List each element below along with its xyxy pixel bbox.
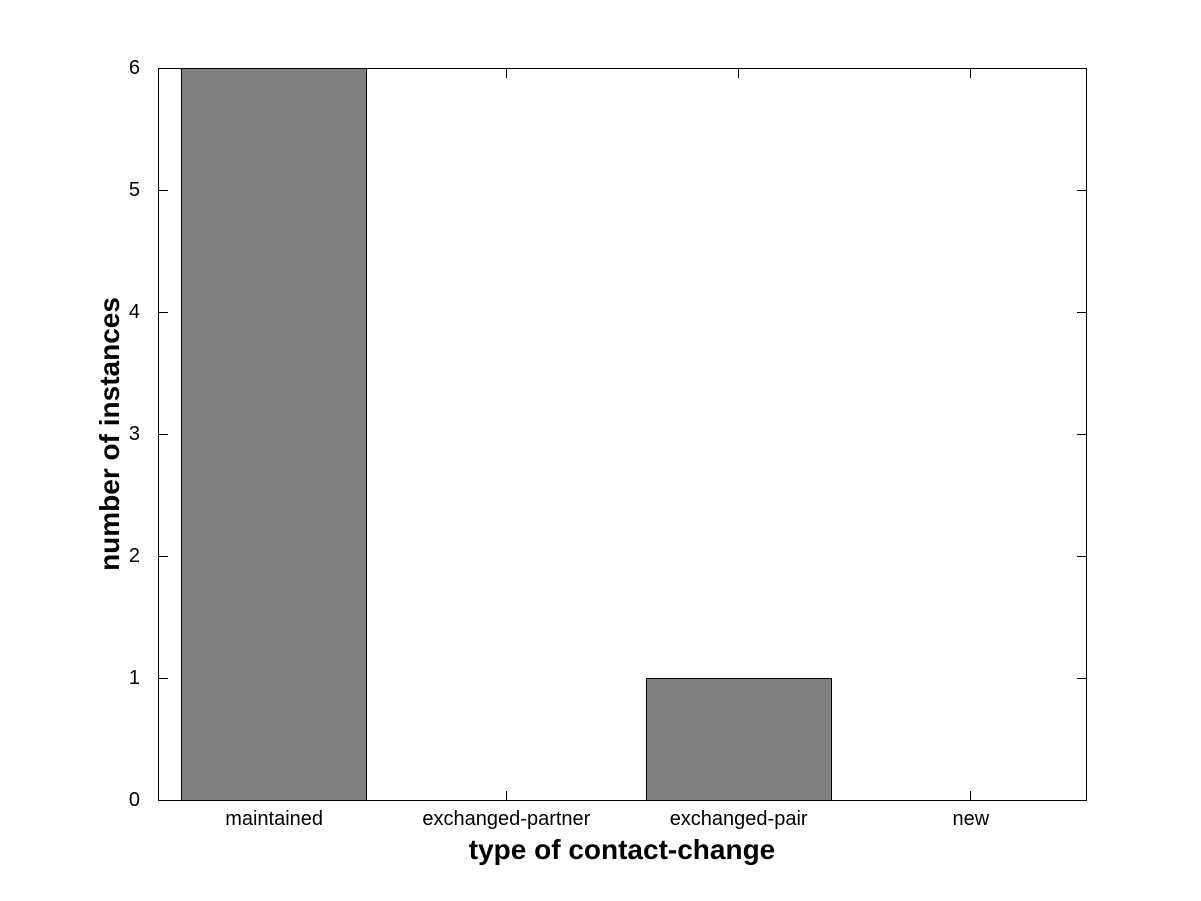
x-tick-label-new: new [952, 808, 990, 830]
y-tick-label: 2 [128, 545, 140, 567]
y-tick-right [1077, 189, 1086, 191]
y-tick-right [1077, 677, 1086, 679]
y-tick-left [159, 311, 168, 313]
y-tick-right [1077, 433, 1086, 435]
bar-maintained [181, 68, 368, 801]
x-axis-label: type of contact-change [468, 834, 776, 865]
x-tick-bottom [505, 791, 507, 800]
y-tick-right [1077, 311, 1086, 313]
y-tick-left [159, 67, 168, 69]
x-tick-label-exchanged-pair: exchanged-pair [669, 808, 808, 830]
x-tick-label-exchanged-partner: exchanged-partner [422, 808, 591, 830]
y-tick-label: 1 [128, 667, 140, 689]
y-tick-left [159, 555, 168, 557]
x-tick-top [505, 69, 507, 78]
x-tick-top [738, 69, 740, 78]
y-tick-label: 6 [128, 57, 140, 79]
y-tick-left [159, 799, 168, 801]
y-tick-right [1077, 799, 1086, 801]
y-tick-right [1077, 555, 1086, 557]
y-tick-label: 4 [128, 301, 140, 323]
y-tick-right [1077, 67, 1086, 69]
y-tick-left [159, 677, 168, 679]
x-tick-top [970, 69, 972, 78]
y-tick-label: 5 [128, 179, 140, 201]
y-tick-left [159, 433, 168, 435]
x-tick-label-maintained: maintained [225, 808, 324, 830]
y-tick-label: 0 [128, 789, 140, 811]
bar-exchanged-pair [645, 678, 832, 801]
y-tick-label: 3 [128, 423, 140, 445]
y-tick-left [159, 189, 168, 191]
x-tick-bottom [970, 791, 972, 800]
